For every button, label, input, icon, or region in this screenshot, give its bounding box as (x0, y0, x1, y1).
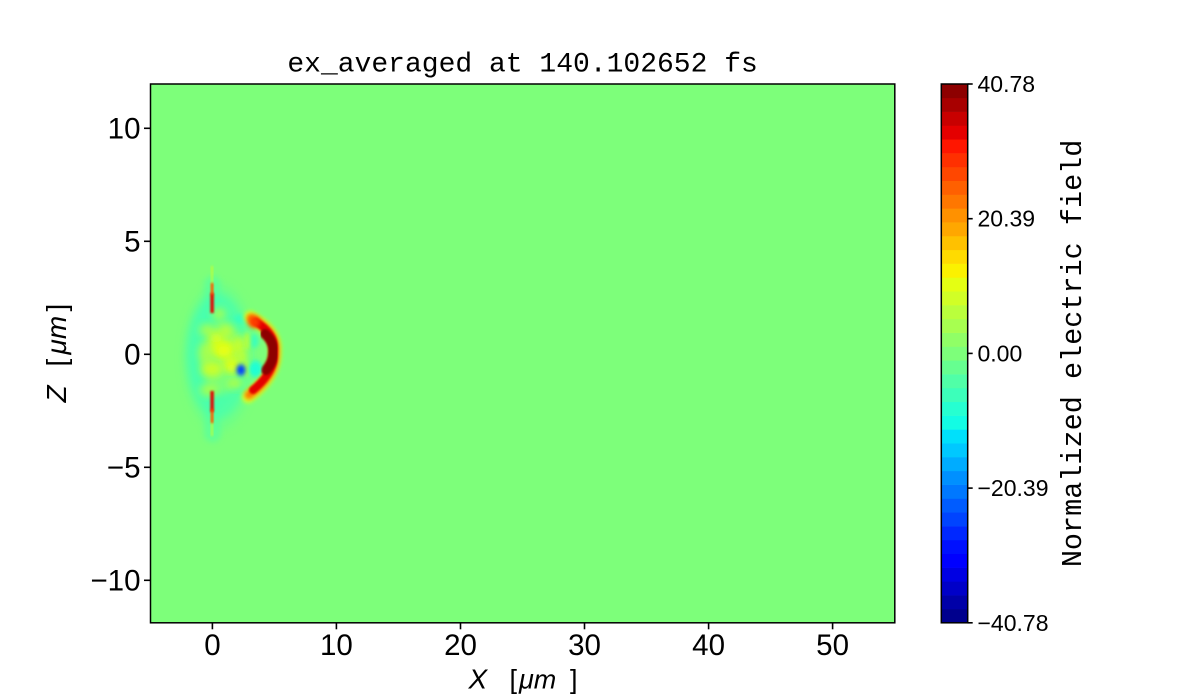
svg-text:0: 0 (124, 339, 140, 372)
svg-text:40: 40 (692, 629, 725, 662)
svg-text:X: X (468, 664, 489, 695)
svg-text:5: 5 (124, 226, 140, 259)
svg-text:30: 30 (568, 629, 601, 662)
svg-text:ex_averaged at 140.102652 fs: ex_averaged at 140.102652 fs (287, 50, 757, 81)
svg-text:]: ] (41, 304, 72, 312)
svg-text:10: 10 (320, 629, 353, 662)
svg-text:]: ] (570, 665, 578, 695)
svg-text:10: 10 (108, 113, 141, 146)
svg-text:0: 0 (204, 629, 220, 662)
svg-text:−20.39: −20.39 (978, 475, 1049, 501)
svg-text:40.78: 40.78 (978, 71, 1036, 97)
svg-text:−40.78: −40.78 (978, 610, 1049, 636)
svg-text:Normalized electric field: Normalized electric field (1057, 140, 1090, 568)
svg-text:20: 20 (444, 629, 477, 662)
svg-text:[: [ (510, 665, 518, 695)
svg-text:[: [ (41, 359, 72, 367)
svg-text:Z: Z (41, 385, 72, 404)
svg-text:μm: μm (41, 316, 72, 356)
svg-text:50: 50 (816, 629, 849, 662)
svg-text:μm: μm (518, 665, 556, 695)
svg-text:0.00: 0.00 (978, 340, 1023, 366)
svg-text:−10: −10 (90, 565, 140, 598)
svg-text:−5: −5 (107, 452, 141, 485)
svg-text:20.39: 20.39 (978, 206, 1036, 232)
